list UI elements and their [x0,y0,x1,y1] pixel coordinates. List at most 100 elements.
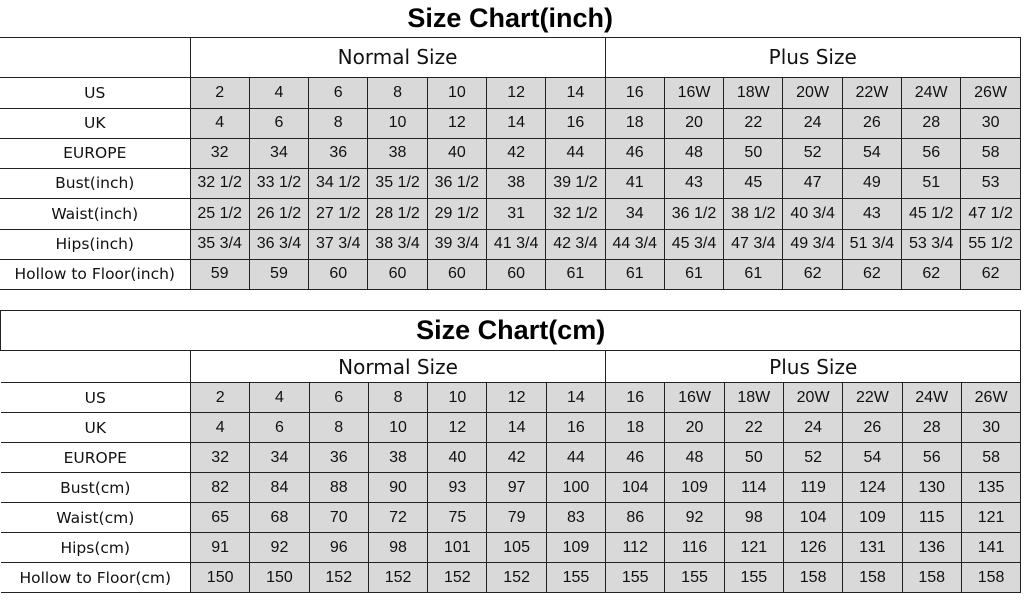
row-label: UK [0,412,191,443]
size-cell: 22 [723,107,784,139]
table-row: EUROPE 32 34 36 38 40 42 44 46 48 50 52 54 56 58 [0,442,1022,473]
size-cell: 84 [249,472,310,503]
size-cell: 100 [545,472,607,503]
size-cell: 22W [841,76,903,109]
size-cell: 26 1/2 [248,197,310,230]
size-cell: 8 [367,382,429,413]
size-cell: 141 [960,532,1022,563]
size-cell: 101 [427,532,488,563]
size-cell: 38 [367,442,429,473]
size-cell: 34 [248,137,310,169]
size-cell: 104 [782,502,844,533]
size-cell: 51 3/4 [841,228,903,260]
group-header-normal: Normal Size [189,350,607,383]
size-cell: 52 [782,442,844,473]
size-cell: 22 [723,412,784,443]
size-cell: 14 [486,412,547,443]
size-cell: 38 1/2 [723,197,784,230]
size-cell: 36 3/4 [248,228,310,260]
size-cell: 26W [960,76,1021,109]
size-cell: 38 [367,137,428,169]
size-cell: 47 3/4 [723,228,784,260]
size-cell: 33 1/2 [248,167,310,199]
size-cell: 136 [901,532,962,563]
size-cell: 4 [249,382,310,413]
size-cell: 60 [485,258,547,290]
size-cell: 82 [189,472,251,503]
size-cell: 36 [308,137,369,169]
size-cell: 130 [901,472,962,503]
size-cell: 38 [485,167,547,199]
size-cell: 88 [308,472,369,503]
size-cell: 150 [189,562,251,593]
size-cell: 56 [901,137,962,169]
size-cell: 92 [664,502,725,533]
size-cell: 20 [664,412,725,443]
size-cell: 36 1/2 [663,197,725,230]
row-label: EUROPE [0,137,191,169]
size-cell: 50 [723,137,784,169]
size-cell: 8 [367,76,428,109]
size-cell: 112 [605,532,666,563]
size-cell: 38 3/4 [367,228,428,260]
size-cell: 8 [308,412,369,443]
size-cell: 49 3/4 [782,228,843,260]
size-cell: 10 [427,382,488,413]
size-cell: 60 [426,258,487,290]
size-cell: 12 [485,76,547,109]
size-cell: 124 [842,472,903,503]
size-cell: 126 [782,532,844,563]
size-cell: 72 [367,502,429,533]
size-cell: 56 [901,442,962,473]
size-cell: 115 [901,502,962,533]
size-cell: 105 [486,532,547,563]
row-label: UK [0,107,191,139]
size-cell: 4 [189,107,250,139]
size-cell: 18 [605,412,666,443]
size-cell: 36 1/2 [426,167,487,199]
size-cell: 6 [308,76,369,109]
size-cell: 8 [308,107,369,139]
size-cell: 16 [545,107,606,139]
size-cell: 29 1/2 [426,197,487,230]
size-cell: 39 1/2 [545,167,606,199]
size-cell: 53 3/4 [901,228,962,260]
size-cell: 37 3/4 [308,228,369,260]
table-row: US 2 4 6 8 10 12 14 16 16W 18W 20W 22W 24W 26W [0,76,1021,109]
size-cell: 18 [604,107,665,139]
row-label: US [0,382,191,413]
size-cell: 20 [663,107,725,139]
size-cell: 10 [367,412,429,443]
size-cell: 109 [842,502,903,533]
size-cell: 42 [485,137,547,169]
size-cell: 86 [605,502,666,533]
group-header-plus: Plus Size [604,36,1021,78]
size-cell: 152 [427,562,488,593]
size-cell: 121 [960,502,1022,533]
size-cell: 28 [901,107,962,139]
size-cell: 31 [485,197,547,230]
size-cell: 24W [901,382,962,413]
size-cell: 41 [604,167,665,199]
size-cell: 109 [664,472,725,503]
size-cell: 61 [604,258,665,290]
size-cell: 97 [486,472,547,503]
size-cell: 43 [663,167,725,199]
size-cell: 49 [841,167,903,199]
size-cell: 24W [901,76,962,109]
table-row: Hollow to Floor(inch) 59 59 60 60 60 60 61 61 61 6… [0,258,1021,290]
row-label: Bust(inch) [0,167,191,199]
size-cell: 2 [189,76,250,109]
table-row: UK 4 6 8 10 12 14 16 18 20 22 24 26 28 30 [0,107,1021,139]
table-row: Waist(cm) 65 68 70 72 75 79 83 86 92 98 104 109 115 12… [0,502,1022,533]
table-row: Waist(inch) 25 1/2 26 1/2 27 1/2 28 1/2 29 1/… [0,197,1021,230]
size-cell: 32 [189,442,251,473]
size-cell: 34 1/2 [308,167,369,199]
size-cell: 34 [604,197,665,230]
size-cell: 51 [901,167,962,199]
size-cell: 116 [664,532,725,563]
size-cell: 12 [486,382,547,413]
table-row: EUROPE 32 34 36 38 40 42 44 46 48 50 52 54 56 58 [0,137,1021,169]
size-cell: 6 [248,107,310,139]
size-cell: 58 [960,442,1022,473]
